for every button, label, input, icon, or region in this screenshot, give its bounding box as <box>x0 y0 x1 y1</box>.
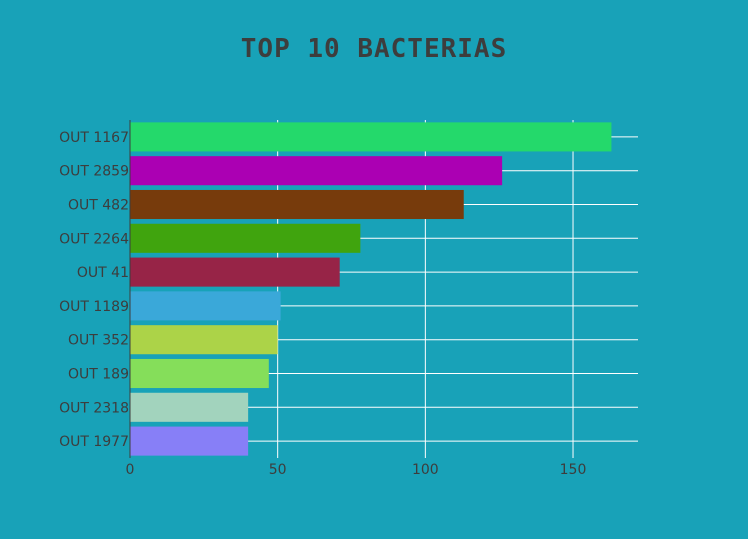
bar[interactable] <box>130 257 340 287</box>
bar[interactable] <box>130 291 281 321</box>
bar[interactable] <box>130 189 464 220</box>
x-tick-label: 100 <box>412 462 439 478</box>
y-tick-label: OUT 1167 <box>59 130 129 146</box>
bar[interactable] <box>130 156 503 186</box>
bar[interactable] <box>130 325 278 355</box>
x-tick-label: 150 <box>560 462 587 478</box>
bar[interactable] <box>130 358 269 389</box>
bar[interactable] <box>130 122 612 152</box>
y-tick-label: OUT 189 <box>68 367 129 383</box>
y-tick-label: OUT 2859 <box>59 164 129 180</box>
x-tick-label: 50 <box>269 462 287 478</box>
y-tick-label: OUT 2264 <box>59 231 129 247</box>
chart-title: TOP 10 BACTERIAS <box>240 34 508 64</box>
y-tick-label: OUT 1189 <box>59 299 129 315</box>
bars <box>130 122 612 456</box>
y-tick-label: OUT 352 <box>68 333 129 349</box>
axes: OUT 1167 OUT 2859 OUT 482 OUT 2264 OUT 41 OUT… <box>59 120 586 478</box>
bar[interactable] <box>130 392 249 422</box>
bar[interactable] <box>130 426 249 456</box>
x-tick-label: 0 <box>126 462 135 478</box>
y-tick-label: OUT 2318 <box>59 400 129 416</box>
y-tick-label: OUT 482 <box>68 198 129 214</box>
y-tick-label: OUT 1977 <box>59 434 129 450</box>
bar[interactable] <box>130 223 361 253</box>
y-tick-label: OUT 41 <box>77 265 129 281</box>
